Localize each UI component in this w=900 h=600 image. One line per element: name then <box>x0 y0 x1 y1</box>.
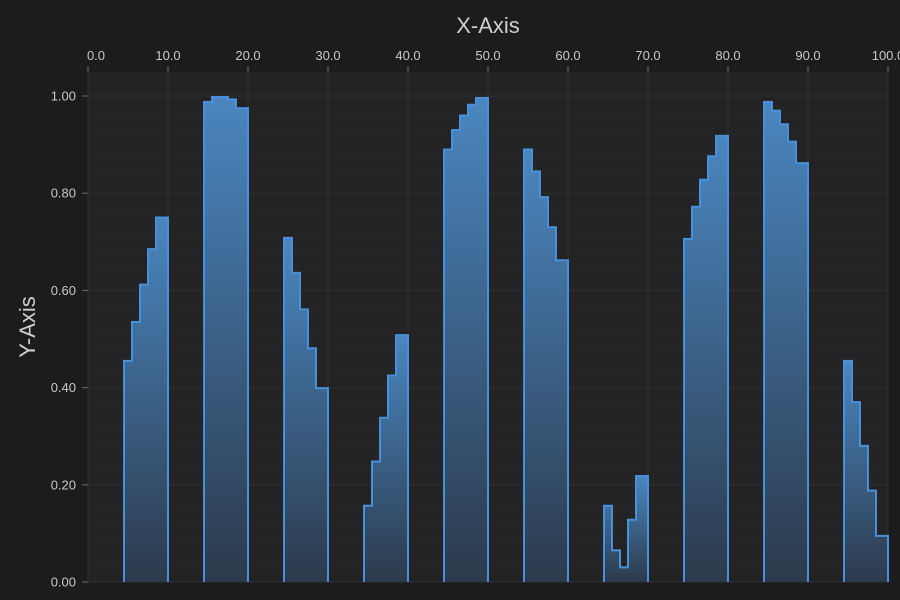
y-tick-label: 0.20 <box>51 477 76 492</box>
x-tick-label: 0.0 <box>87 48 105 63</box>
x-tick-label: 50.0 <box>475 48 500 63</box>
y-axis-title: Y-Axis <box>15 296 40 358</box>
x-tick-label: 60.0 <box>555 48 580 63</box>
series-segment <box>443 96 489 582</box>
x-axis: 0.0 10.0 20.0 30.0 40.0 50.0 60.0 70.0 80.0 90.0 1… <box>87 48 900 72</box>
y-tick-label: 0.40 <box>51 380 76 395</box>
y-tick-label: 0.00 <box>51 575 76 590</box>
series-segment <box>843 359 889 582</box>
segment-area-fill <box>684 135 728 583</box>
segment-area-fill <box>844 360 888 582</box>
segment-area-fill <box>364 335 408 582</box>
series-segment <box>683 134 729 583</box>
series-segment <box>203 95 249 583</box>
series-segment <box>363 334 409 582</box>
x-tick-label: 20.0 <box>235 48 260 63</box>
series-segment <box>523 148 569 582</box>
x-axis-title: X-Axis <box>456 13 520 38</box>
series-segment <box>603 475 649 582</box>
y-tick-label: 0.80 <box>51 186 76 201</box>
series-segment <box>763 100 809 582</box>
y-tick-label: 1.00 <box>51 89 76 104</box>
segment-area-fill <box>284 237 328 583</box>
series-segment <box>283 236 329 583</box>
segment-step-line <box>203 95 249 582</box>
x-tick-label: 100.0 <box>872 48 900 63</box>
x-tick-label: 40.0 <box>395 48 420 63</box>
x-tick-label: 10.0 <box>155 48 180 63</box>
x-tick-label: 70.0 <box>635 48 660 63</box>
segment-area-fill <box>124 217 168 582</box>
segment-area-fill <box>444 97 488 582</box>
x-tick-label: 30.0 <box>315 48 340 63</box>
series-area <box>123 95 889 583</box>
x-tick-label: 80.0 <box>715 48 740 63</box>
y-axis: 0.00 0.20 0.40 0.60 0.80 1.00 <box>51 89 88 590</box>
y-tick-label: 0.60 <box>51 283 76 298</box>
segment-area-fill <box>204 96 248 583</box>
x-tick-label: 90.0 <box>795 48 820 63</box>
segment-area-fill <box>764 101 808 582</box>
segment-area-fill <box>524 149 568 582</box>
series-segment <box>123 216 169 582</box>
